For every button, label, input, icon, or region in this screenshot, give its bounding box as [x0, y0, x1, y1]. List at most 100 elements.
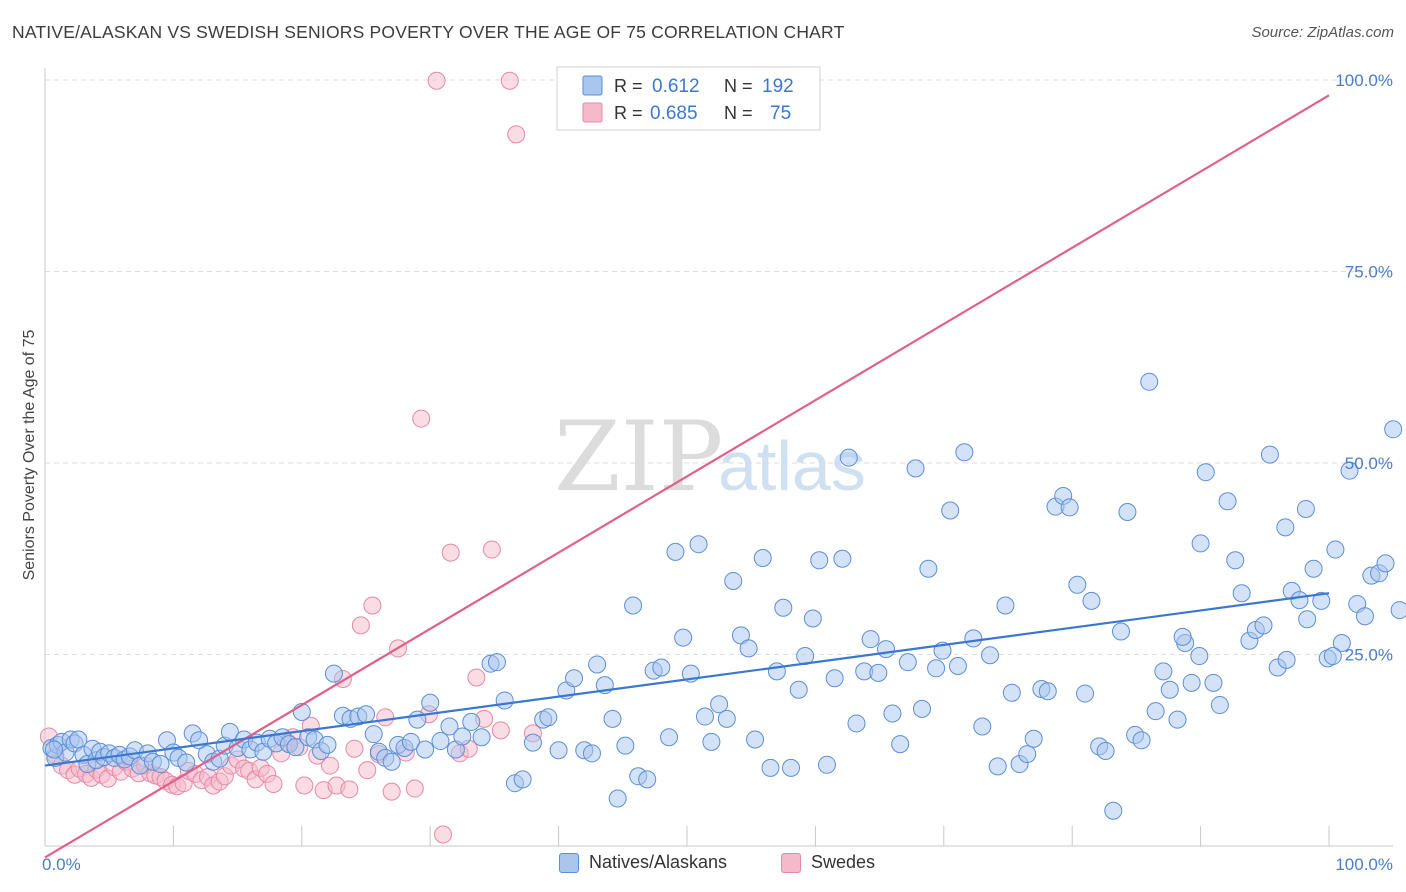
natives-point — [717, 709, 736, 728]
swedes-point — [382, 782, 401, 801]
natives-point — [1296, 499, 1315, 518]
natives-point — [869, 663, 888, 682]
grid-lines — [45, 79, 1393, 655]
swedes-point — [321, 756, 340, 775]
natives-trend-line — [44, 592, 1330, 767]
natives-point — [1276, 518, 1295, 537]
natives-point — [364, 725, 383, 744]
natives-point — [753, 548, 772, 567]
natives-point — [416, 740, 435, 759]
legend-r-label-swedes: R = — [614, 103, 643, 123]
natives-point — [1118, 503, 1137, 522]
swedes-point — [412, 409, 431, 428]
natives-point — [1290, 591, 1309, 610]
natives-point — [624, 596, 643, 615]
natives-point — [883, 704, 902, 723]
natives-point — [767, 662, 786, 681]
natives-point — [616, 736, 635, 755]
natives-point — [1146, 702, 1165, 721]
natives-point — [847, 714, 866, 733]
natives-point — [666, 542, 685, 561]
x-axis-ticks — [44, 826, 1330, 846]
natives-point — [1196, 463, 1215, 482]
trend-lines — [44, 94, 1330, 859]
legend-item-swedes[interactable]: Swedes — [781, 852, 875, 873]
swedes-point — [467, 668, 486, 687]
natives-point — [710, 695, 729, 714]
natives-point — [1104, 801, 1123, 820]
natives-point — [565, 669, 584, 688]
natives-point — [695, 707, 714, 726]
natives-point — [973, 717, 992, 736]
natives-point — [877, 640, 896, 659]
natives-point — [817, 755, 836, 774]
natives-point — [689, 535, 708, 554]
natives-point — [674, 628, 693, 647]
natives-point — [839, 448, 858, 467]
natives-point — [408, 710, 427, 729]
natives-point — [453, 727, 472, 746]
natives-point — [1260, 445, 1279, 464]
natives-point — [487, 653, 506, 672]
swedes-point — [507, 125, 526, 144]
natives-point — [495, 691, 514, 710]
natives-point — [782, 758, 801, 777]
swedes-point — [427, 71, 446, 90]
legend-n-label-natives: N = — [724, 76, 753, 96]
natives-point — [44, 740, 63, 759]
natives-point — [603, 709, 622, 728]
natives-point — [318, 735, 337, 754]
natives-point — [1210, 696, 1229, 715]
natives-point — [833, 549, 852, 568]
y-axis-tick-labels: 25.0% 50.0% 75.0% 100.0% — [1335, 71, 1393, 665]
legend-r-label-natives: R = — [614, 76, 643, 96]
natives-point — [1277, 650, 1296, 669]
natives-point — [1168, 710, 1187, 729]
natives-point — [724, 571, 743, 590]
swedes-point — [441, 543, 460, 562]
natives-point — [440, 717, 459, 736]
natives-point — [523, 733, 542, 752]
natives-point — [382, 752, 401, 771]
legend-swatch-swedes-bottom — [781, 852, 801, 873]
legend-label-natives: Natives/Alaskans — [589, 852, 728, 872]
legend-n-value-swedes: 75 — [770, 103, 791, 124]
natives-point — [1096, 742, 1115, 761]
legend-box: R = 0.612 N = 192 R = 0.685 N = 75 — [556, 66, 821, 131]
y-tick-label-25: 25.0% — [1345, 646, 1393, 665]
natives-point — [746, 730, 765, 749]
natives-point — [421, 693, 440, 712]
legend-swatch-natives — [582, 75, 603, 96]
natives-point — [1355, 607, 1374, 626]
natives-point — [955, 443, 974, 462]
source-label: Source: ZipAtlas.com — [1251, 24, 1394, 41]
natives-point — [1226, 551, 1245, 570]
natives-point — [803, 609, 822, 628]
natives-point — [988, 757, 1007, 776]
natives-point — [898, 653, 917, 672]
swedes-point — [405, 779, 424, 798]
natives-point — [825, 669, 844, 688]
legend-item-natives[interactable]: Natives/Alaskans — [559, 852, 727, 873]
natives-point — [761, 758, 780, 777]
natives-point — [981, 646, 1000, 665]
natives-point — [1182, 673, 1201, 692]
y-tick-label-50: 50.0% — [1345, 454, 1393, 473]
axes — [44, 68, 1393, 847]
y-tick-label-75: 75.0% — [1345, 263, 1393, 282]
natives-point — [1038, 682, 1057, 701]
natives-point — [539, 708, 558, 727]
swedes-point — [358, 761, 377, 780]
natives-point — [1218, 492, 1237, 511]
natives-point — [608, 789, 627, 808]
swedes-point — [434, 825, 453, 844]
natives-point — [912, 699, 931, 718]
swedes-point — [500, 71, 519, 90]
natives-point — [891, 735, 910, 754]
swedes-point — [345, 739, 364, 758]
natives-point — [638, 770, 657, 789]
natives-point — [177, 753, 196, 772]
legend-r-value-swedes: 0.685 — [650, 103, 698, 124]
natives-point — [1190, 647, 1209, 666]
natives-point — [1173, 627, 1192, 646]
